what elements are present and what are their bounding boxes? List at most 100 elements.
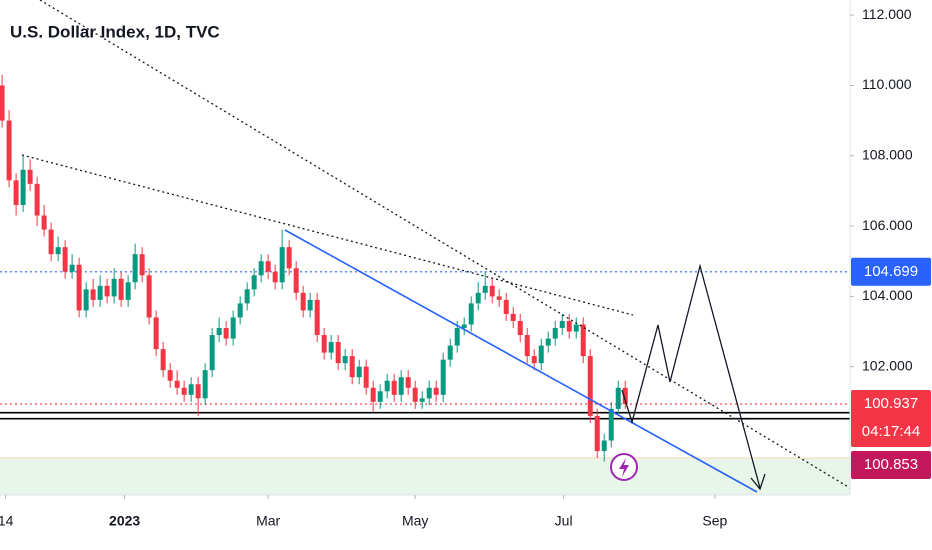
candle-body (545, 338, 551, 346)
candle-body (237, 303, 243, 318)
candle-body (34, 183, 40, 216)
trend-line (39, 0, 851, 489)
candle-body (321, 335, 327, 353)
candle-body (230, 317, 236, 339)
candle-body (83, 289, 89, 311)
candle-body (90, 289, 96, 300)
candle-body (482, 285, 488, 293)
channel-line (284, 229, 758, 493)
x-tick-label: 2023 (109, 513, 140, 529)
y-tick-label: 112.000 (862, 6, 912, 22)
candle-body (531, 356, 537, 364)
candle-body (69, 264, 75, 272)
price-label: 104.699 (864, 263, 918, 280)
candle-body (356, 366, 362, 378)
candle-body (174, 380, 180, 388)
candle-body (419, 398, 425, 402)
candle-body (0, 85, 5, 121)
candle-body (258, 261, 264, 276)
candle-body (328, 342, 334, 353)
candle-body (55, 247, 61, 255)
candle-body (188, 384, 194, 395)
arrow-head (750, 473, 766, 491)
candle-body (468, 303, 474, 325)
candle-body (279, 247, 285, 283)
candle-body (62, 247, 68, 272)
candle-body (377, 391, 383, 402)
candle-body (461, 324, 467, 329)
candle-body (524, 335, 530, 357)
projection-path (621, 263, 761, 489)
candle-body (293, 268, 299, 293)
candle-body (566, 320, 572, 332)
candle-body (363, 366, 369, 388)
candle-body (272, 271, 278, 283)
candle-body (216, 328, 222, 336)
candle-body (573, 324, 579, 332)
y-tick-label: 102.000 (862, 357, 913, 373)
candle-body (398, 377, 404, 395)
candle-body (475, 292, 481, 304)
candle-body (489, 285, 495, 297)
candle-body (209, 335, 215, 371)
price-label: 100.853 (864, 456, 918, 473)
countdown: 04:17:44 (862, 423, 920, 440)
candle-body (202, 370, 208, 399)
candle-body (300, 292, 306, 311)
candle-body (223, 328, 229, 339)
price-label-box (851, 390, 931, 448)
candle-body (76, 264, 82, 311)
candle-body (503, 299, 509, 314)
price-label: 100.937 (864, 395, 918, 412)
candle-body (286, 247, 292, 269)
candle-body (391, 380, 397, 395)
candle-body (559, 320, 565, 329)
candle-body (125, 282, 131, 300)
candle-body (160, 349, 166, 371)
candle-body (335, 342, 341, 364)
y-tick-label: 108.000 (862, 146, 913, 162)
candle-body (118, 278, 124, 300)
candle-body (139, 254, 145, 276)
y-tick-label: 106.000 (862, 217, 913, 233)
candle-body (412, 387, 418, 402)
support-zone (0, 458, 850, 495)
candle-body (13, 180, 19, 205)
candle-body (615, 387, 621, 409)
candle-body (111, 278, 117, 297)
candle-body (370, 387, 376, 402)
event-bolt (619, 458, 629, 477)
price-label-box (851, 451, 931, 479)
candle-body (440, 359, 446, 395)
candle-body (6, 120, 12, 181)
candle-body (454, 328, 460, 346)
candle-body (307, 299, 313, 311)
candle-body (447, 345, 453, 360)
candle-body (314, 299, 320, 336)
candle-body (104, 285, 110, 297)
trend-line (21, 154, 634, 316)
candle-body (132, 254, 138, 283)
candle-body (580, 324, 586, 357)
candle-body (496, 296, 502, 300)
candle-body (244, 289, 250, 304)
y-tick-label: 104.000 (862, 287, 913, 303)
chart-title: U.S. Dollar Index, 1D, TVC (10, 22, 220, 41)
x-tick-label: Sep (702, 513, 727, 529)
candle-body (153, 317, 159, 350)
candle-body (97, 285, 103, 300)
candle-body (426, 387, 432, 399)
candle-body (146, 275, 152, 318)
candle-body (27, 169, 33, 184)
candle-body (405, 377, 411, 388)
candle-body (349, 356, 355, 378)
candle-body (48, 229, 54, 255)
candle-body (265, 261, 271, 272)
candle-body (622, 387, 628, 405)
candle-body (594, 415, 600, 452)
candle-body (538, 345, 544, 364)
candle-body (181, 387, 187, 395)
candle-body (517, 320, 523, 336)
candle-body (41, 215, 47, 230)
